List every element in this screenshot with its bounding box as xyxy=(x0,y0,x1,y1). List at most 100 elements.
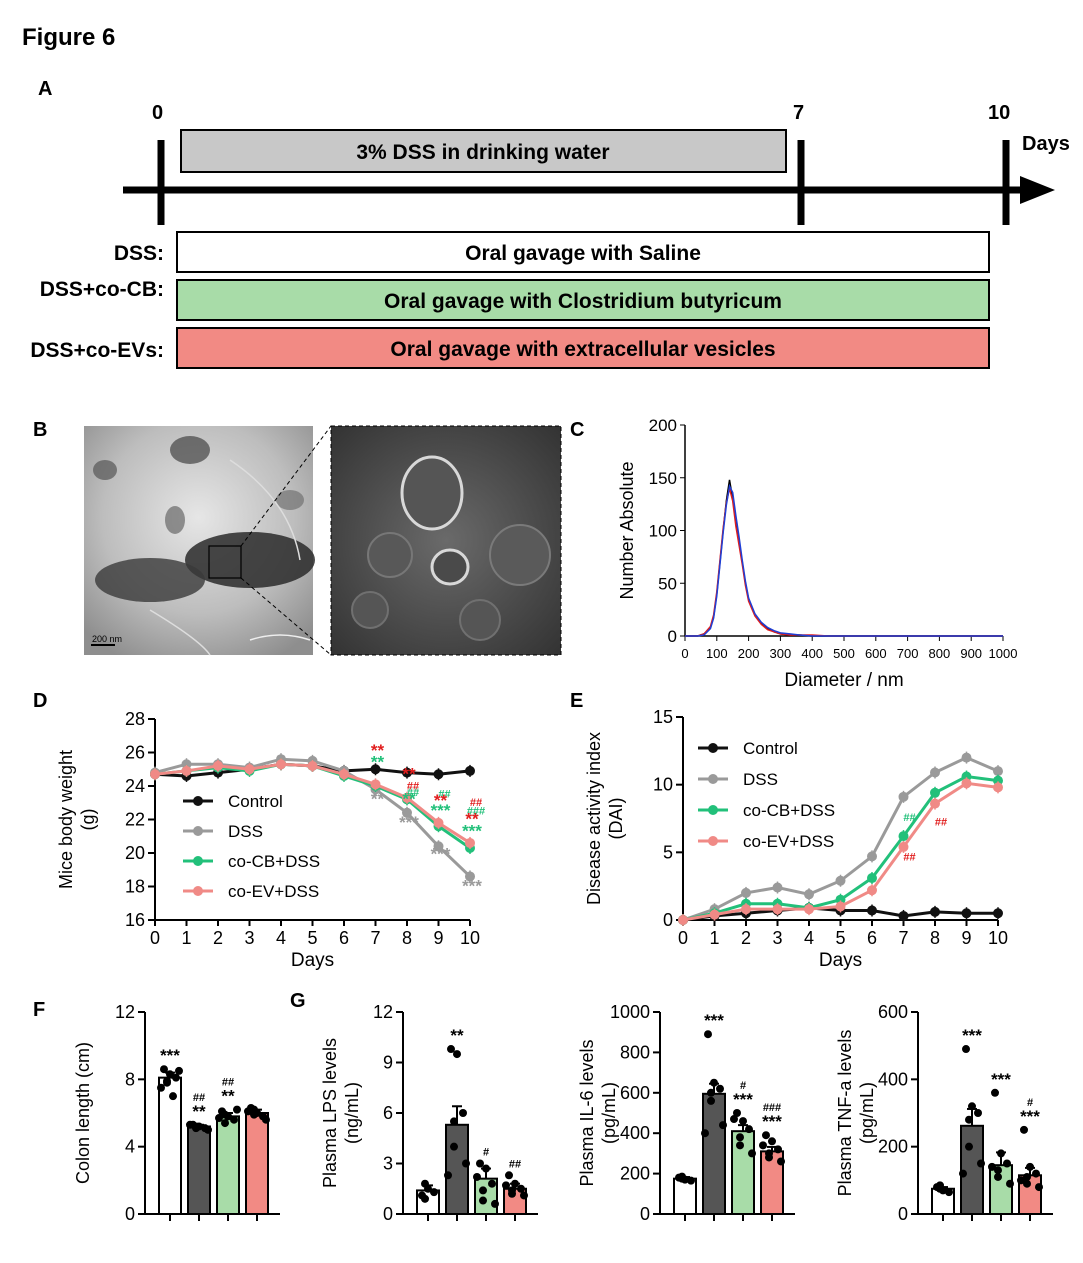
panel-label-d: D xyxy=(33,690,47,712)
data-dot xyxy=(453,1050,461,1059)
data-dot xyxy=(678,1174,686,1183)
group-bar-dss xyxy=(176,231,990,273)
x-tick-label: 5 xyxy=(307,928,317,948)
significance-mark: # xyxy=(1027,1097,1033,1109)
legend-marker xyxy=(708,805,718,815)
series-line-2 xyxy=(154,762,471,850)
x-tick-label: 300 xyxy=(770,646,792,661)
bar-3 xyxy=(245,1112,269,1215)
y-tick-label: 16 xyxy=(125,910,145,930)
group-label-cocb: DSS+co-CB: xyxy=(40,278,164,301)
data-dot xyxy=(166,1070,174,1079)
data-dot xyxy=(1017,1176,1025,1185)
y-axis-label-line: (pg/mL) xyxy=(857,1082,877,1144)
bar-1 xyxy=(445,1123,469,1215)
y-tick-label: 12 xyxy=(115,1002,135,1022)
legend-label: co-CB+DSS xyxy=(228,852,320,871)
y-tick-label: 0 xyxy=(640,1204,650,1224)
data-point xyxy=(709,909,720,920)
data-dot xyxy=(974,1109,982,1117)
data-dot xyxy=(479,1186,487,1195)
data-dot xyxy=(262,1115,270,1124)
data-point xyxy=(741,904,751,915)
x-tick-label: 7 xyxy=(898,928,908,948)
significance-mark: ** xyxy=(371,789,385,808)
data-dot xyxy=(759,1141,767,1150)
y-tick-label: 8 xyxy=(125,1069,135,1089)
y-tick-label: 4 xyxy=(125,1137,135,1157)
data-dot xyxy=(169,1092,177,1101)
data-dot xyxy=(244,1107,252,1116)
data-dot xyxy=(959,1169,967,1178)
y-tick-label: 28 xyxy=(125,709,145,729)
panel-d-chart: 16 18 20 22 24 26 28 0 1 2 3 4 5 6 7 8 9 10 Days Mice body … xyxy=(56,709,485,971)
significance-mark: *** xyxy=(991,1070,1011,1089)
significance-mark: *** xyxy=(762,1112,782,1131)
data-dot xyxy=(701,1129,709,1138)
significance-mark: *** xyxy=(431,801,451,820)
x-tick-label: 0 xyxy=(681,646,688,661)
significance-mark: *** xyxy=(1020,1107,1040,1126)
y-tick-label: 20 xyxy=(125,843,145,863)
data-point xyxy=(867,905,877,916)
zoom-line-top xyxy=(240,425,332,547)
data-dot xyxy=(462,1159,470,1168)
y-axis-label-line: (g) xyxy=(78,809,98,831)
y-axis-label: Plasma TNF-a levels (pg/mL) xyxy=(835,1030,877,1197)
y-axis-label-line: (ng/mL) xyxy=(342,1082,362,1144)
x-axis-label: Diameter / nm xyxy=(784,670,903,691)
significance-mark: ## xyxy=(903,851,915,863)
data-dot xyxy=(186,1120,194,1129)
group-text-cocb: Oral gavage with Clostridium butyricum xyxy=(384,290,782,313)
figure-title: Figure 6 xyxy=(22,24,115,51)
x-tick-label: 4 xyxy=(276,928,286,948)
data-dot xyxy=(965,1142,973,1151)
data-point xyxy=(402,792,412,803)
data-dot xyxy=(1003,1159,1011,1168)
data-point xyxy=(402,767,412,778)
significance-mark: ## xyxy=(193,1092,205,1104)
data-point xyxy=(835,875,846,886)
y-tick-label: 10 xyxy=(653,775,673,795)
data-dot xyxy=(502,1181,510,1190)
x-tick-label: 10 xyxy=(988,928,1008,948)
data-point xyxy=(465,765,475,776)
x-tick-label: 700 xyxy=(897,646,919,661)
data-dot xyxy=(687,1176,695,1185)
significance-mark: ** xyxy=(221,1087,235,1106)
x-tick-label: 200 xyxy=(738,646,760,661)
y-tick-label: 0 xyxy=(663,910,673,930)
data-dot xyxy=(1006,1179,1014,1188)
data-dot xyxy=(511,1179,519,1188)
data-dot xyxy=(736,1141,744,1150)
zoom-line-bottom xyxy=(240,577,332,656)
significance-mark: ** xyxy=(434,791,448,810)
x-tick-label: 2 xyxy=(741,928,751,948)
y-tick-label: 18 xyxy=(125,877,145,897)
y-tick-label: 6 xyxy=(383,1103,393,1123)
data-point xyxy=(867,851,877,862)
data-dot xyxy=(430,1188,438,1197)
y-tick-label: 0 xyxy=(898,1204,908,1224)
group-text-coevs: Oral gavage with extracellular vesicles xyxy=(390,338,775,361)
group-label-dss: DSS: xyxy=(114,242,164,265)
data-dot xyxy=(774,1145,782,1154)
data-dot xyxy=(707,1096,715,1105)
x-tick-label: 8 xyxy=(930,928,940,948)
data-point xyxy=(276,759,286,770)
data-dot xyxy=(988,1162,996,1171)
legend-label: Control xyxy=(228,792,283,811)
y-axis-label: Colon length (cm) xyxy=(73,1042,93,1184)
x-tick-label: 1 xyxy=(709,928,719,948)
x-tick-label: 100 xyxy=(706,646,728,661)
legend-marker xyxy=(193,796,203,806)
data-point xyxy=(678,915,688,925)
data-dot xyxy=(1023,1179,1031,1188)
y-axis-label: Plasma IL-6 levels (pg/mL) xyxy=(577,1039,619,1186)
legend-label: co-EV+DSS xyxy=(743,832,834,851)
significance-mark: ** xyxy=(371,741,385,760)
data-point xyxy=(961,908,972,919)
